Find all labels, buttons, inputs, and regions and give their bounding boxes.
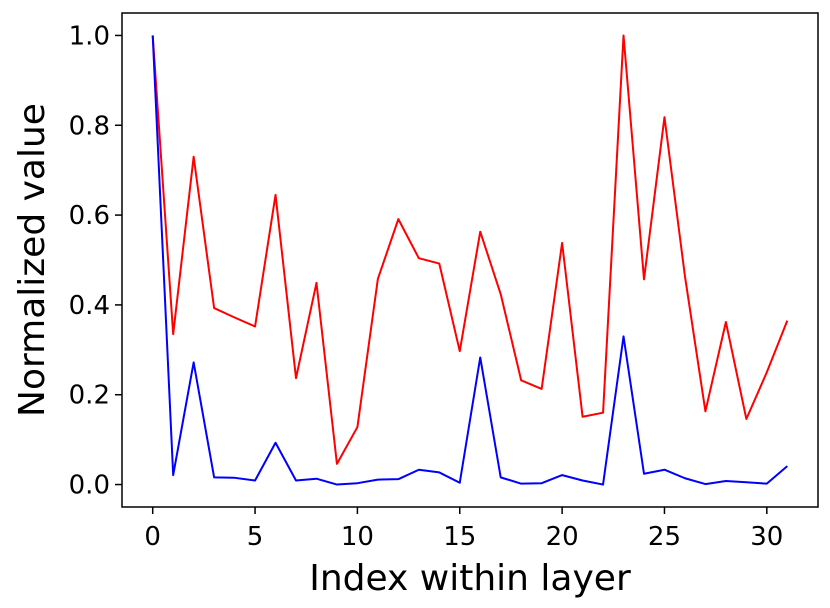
y-axis-title: Normalized value bbox=[12, 103, 53, 417]
x-tick-label: 20 bbox=[546, 522, 579, 552]
y-tick-label: 1.0 bbox=[69, 21, 110, 51]
y-tick-label: 0.2 bbox=[69, 381, 110, 411]
y-tick-label: 0.6 bbox=[69, 201, 110, 231]
series-line-1 bbox=[151, 34, 789, 465]
x-tick-label: 5 bbox=[247, 522, 264, 552]
y-tick-label: 0.8 bbox=[69, 111, 110, 141]
y-tick-label: 0.0 bbox=[69, 471, 110, 501]
x-axis: 0 5 10 15 20 25 30 bbox=[144, 507, 783, 552]
series-line-2 bbox=[151, 35, 788, 486]
series-lines bbox=[151, 34, 789, 486]
y-axis: 0.0 0.2 0.4 0.6 0.8 1.0 bbox=[69, 21, 122, 501]
plot-frame bbox=[121, 12, 819, 508]
x-axis-title: Index within layer bbox=[309, 558, 631, 599]
x-tick-label: 25 bbox=[648, 522, 681, 552]
y-tick-label: 0.4 bbox=[69, 291, 110, 321]
x-tick-label: 0 bbox=[144, 522, 161, 552]
x-tick-label: 30 bbox=[750, 522, 783, 552]
x-tick-label: 15 bbox=[443, 522, 476, 552]
x-tick-label: 10 bbox=[341, 522, 374, 552]
